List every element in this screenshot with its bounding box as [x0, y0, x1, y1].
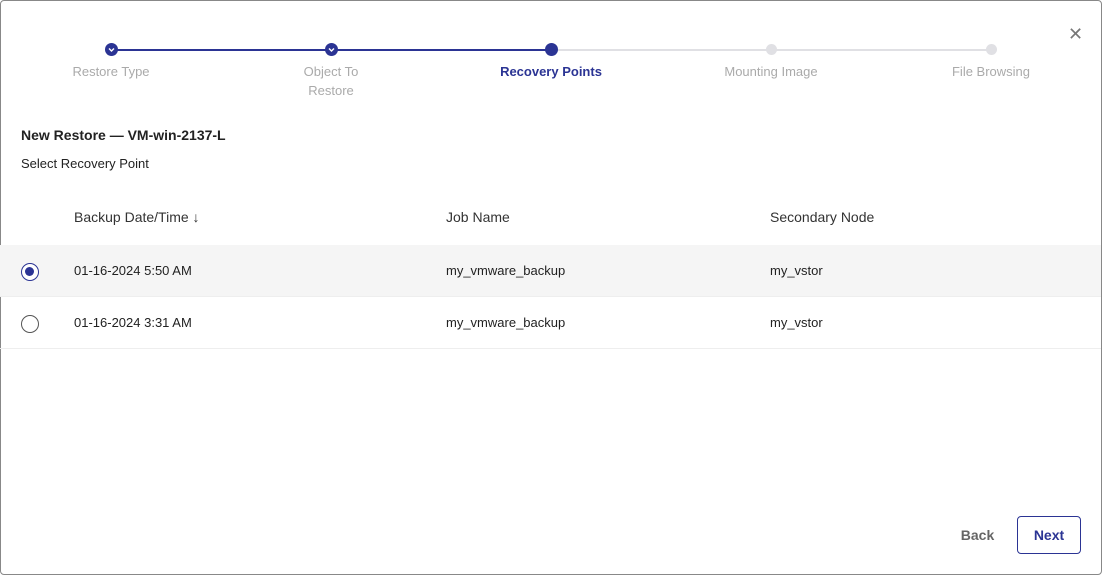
step-dot	[105, 43, 118, 56]
back-button[interactable]: Back	[950, 517, 1005, 553]
header-job-name[interactable]: Job Name	[446, 209, 510, 225]
arrow-down-icon: ↓	[192, 209, 200, 225]
check-icon	[328, 48, 335, 52]
cell-node: my_vstor	[770, 263, 823, 278]
close-icon[interactable]: ✕	[1068, 24, 1084, 44]
step-dot	[325, 43, 338, 56]
step-dot	[986, 44, 997, 55]
step-label: File Browsing	[951, 64, 1031, 79]
cell-date: 01-16-2024 5:50 AM	[74, 263, 192, 278]
next-button[interactable]: Next	[1017, 516, 1081, 554]
cell-job: my_vmware_backup	[446, 315, 566, 330]
page-subtitle: Select Recovery Point	[21, 156, 149, 171]
header-backup-date[interactable]: Backup Date/Time ↓	[74, 209, 200, 225]
check-icon	[108, 48, 115, 52]
cell-node: my_vstor	[770, 315, 823, 330]
header-secondary-node[interactable]: Secondary Node	[770, 209, 875, 225]
step-label: Mounting Image	[724, 64, 818, 79]
cell-date: 01-16-2024 3:31 AM	[74, 315, 192, 330]
page-title: New Restore — VM-win-2137-L	[21, 127, 226, 143]
table-row[interactable]: 01-16-2024 3:31 AM my_vmware_backup my_v…	[0, 297, 1101, 349]
row-radio[interactable]	[21, 263, 39, 281]
step-dot	[766, 44, 777, 55]
step-label: Object To Restore	[303, 64, 359, 98]
step-label: Restore Type	[72, 64, 150, 79]
step-dot	[545, 43, 558, 56]
cell-job: my_vmware_backup	[446, 263, 566, 278]
step-label: Recovery Points	[500, 64, 602, 79]
row-radio[interactable]	[21, 315, 39, 333]
stepper: Restore Type Object To Restore Recovery Po…	[0, 43, 1102, 103]
table-row[interactable]: 01-16-2024 5:50 AM my_vmware_backup my_v…	[0, 245, 1101, 297]
